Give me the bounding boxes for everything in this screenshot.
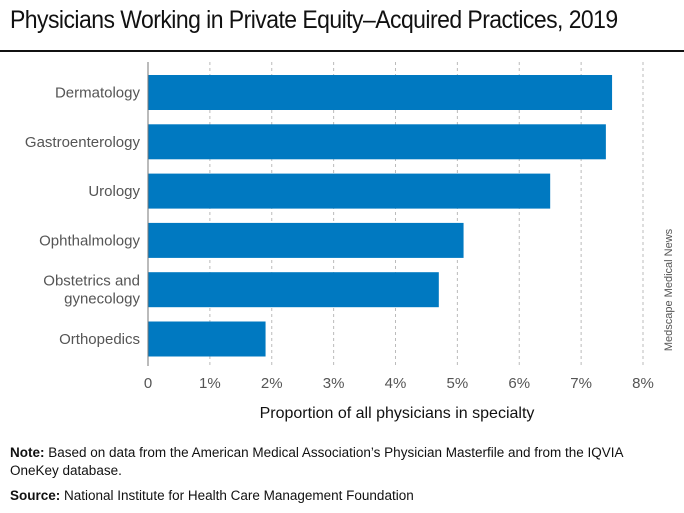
x-tick-label: 8%	[632, 375, 654, 392]
x-tick-label: 1%	[199, 375, 221, 392]
chart-title: Physicians Working in Private Equity–Acq…	[10, 6, 618, 34]
bars	[148, 75, 613, 357]
category-label: Obstetrics and gynecology	[43, 273, 140, 308]
x-tick-labels: 0 1% 2% 3% 4% 5% 6% 7% 8%	[144, 375, 654, 392]
bar	[148, 124, 606, 160]
bar	[148, 173, 551, 209]
bar-chart: Dermatology Gastroenterology Urology Ophtha…	[25, 62, 675, 422]
source-text: National Institute for Health Care Manag…	[60, 488, 414, 503]
x-tick-label: 7%	[570, 375, 592, 392]
bar	[148, 272, 439, 308]
note-text: Based on data from the American Medical …	[10, 445, 623, 478]
note-label: Note:	[10, 445, 45, 460]
category-label: Gastroenterology	[25, 134, 141, 151]
side-credit: Medscape Medical News	[663, 228, 675, 351]
x-tick-label: 6%	[508, 375, 530, 392]
x-tick-label: 0	[144, 375, 152, 392]
x-tick-label: 4%	[385, 375, 407, 392]
source-label: Source:	[10, 488, 61, 503]
x-tick-label: 2%	[261, 375, 283, 392]
category-label: Ophthalmology	[39, 232, 140, 249]
x-tick-label: 3%	[323, 375, 345, 392]
category-label: Orthopedics	[59, 331, 140, 348]
chart-source: Source: National Institute for Health Ca…	[10, 487, 414, 505]
category-label: Dermatology	[55, 85, 141, 102]
bar	[148, 321, 266, 357]
bar	[148, 75, 613, 110]
x-axis-label: Proportion of all physicians in specialt…	[260, 405, 535, 422]
chart-note: Note: Based on data from the American Me…	[10, 444, 650, 480]
category-labels: Dermatology Gastroenterology Urology Ophtha…	[25, 85, 141, 349]
gridlines	[209, 62, 644, 366]
category-label: Urology	[88, 183, 140, 200]
bar	[148, 222, 464, 258]
x-tick-label: 5%	[447, 375, 469, 392]
title-divider	[0, 50, 684, 52]
